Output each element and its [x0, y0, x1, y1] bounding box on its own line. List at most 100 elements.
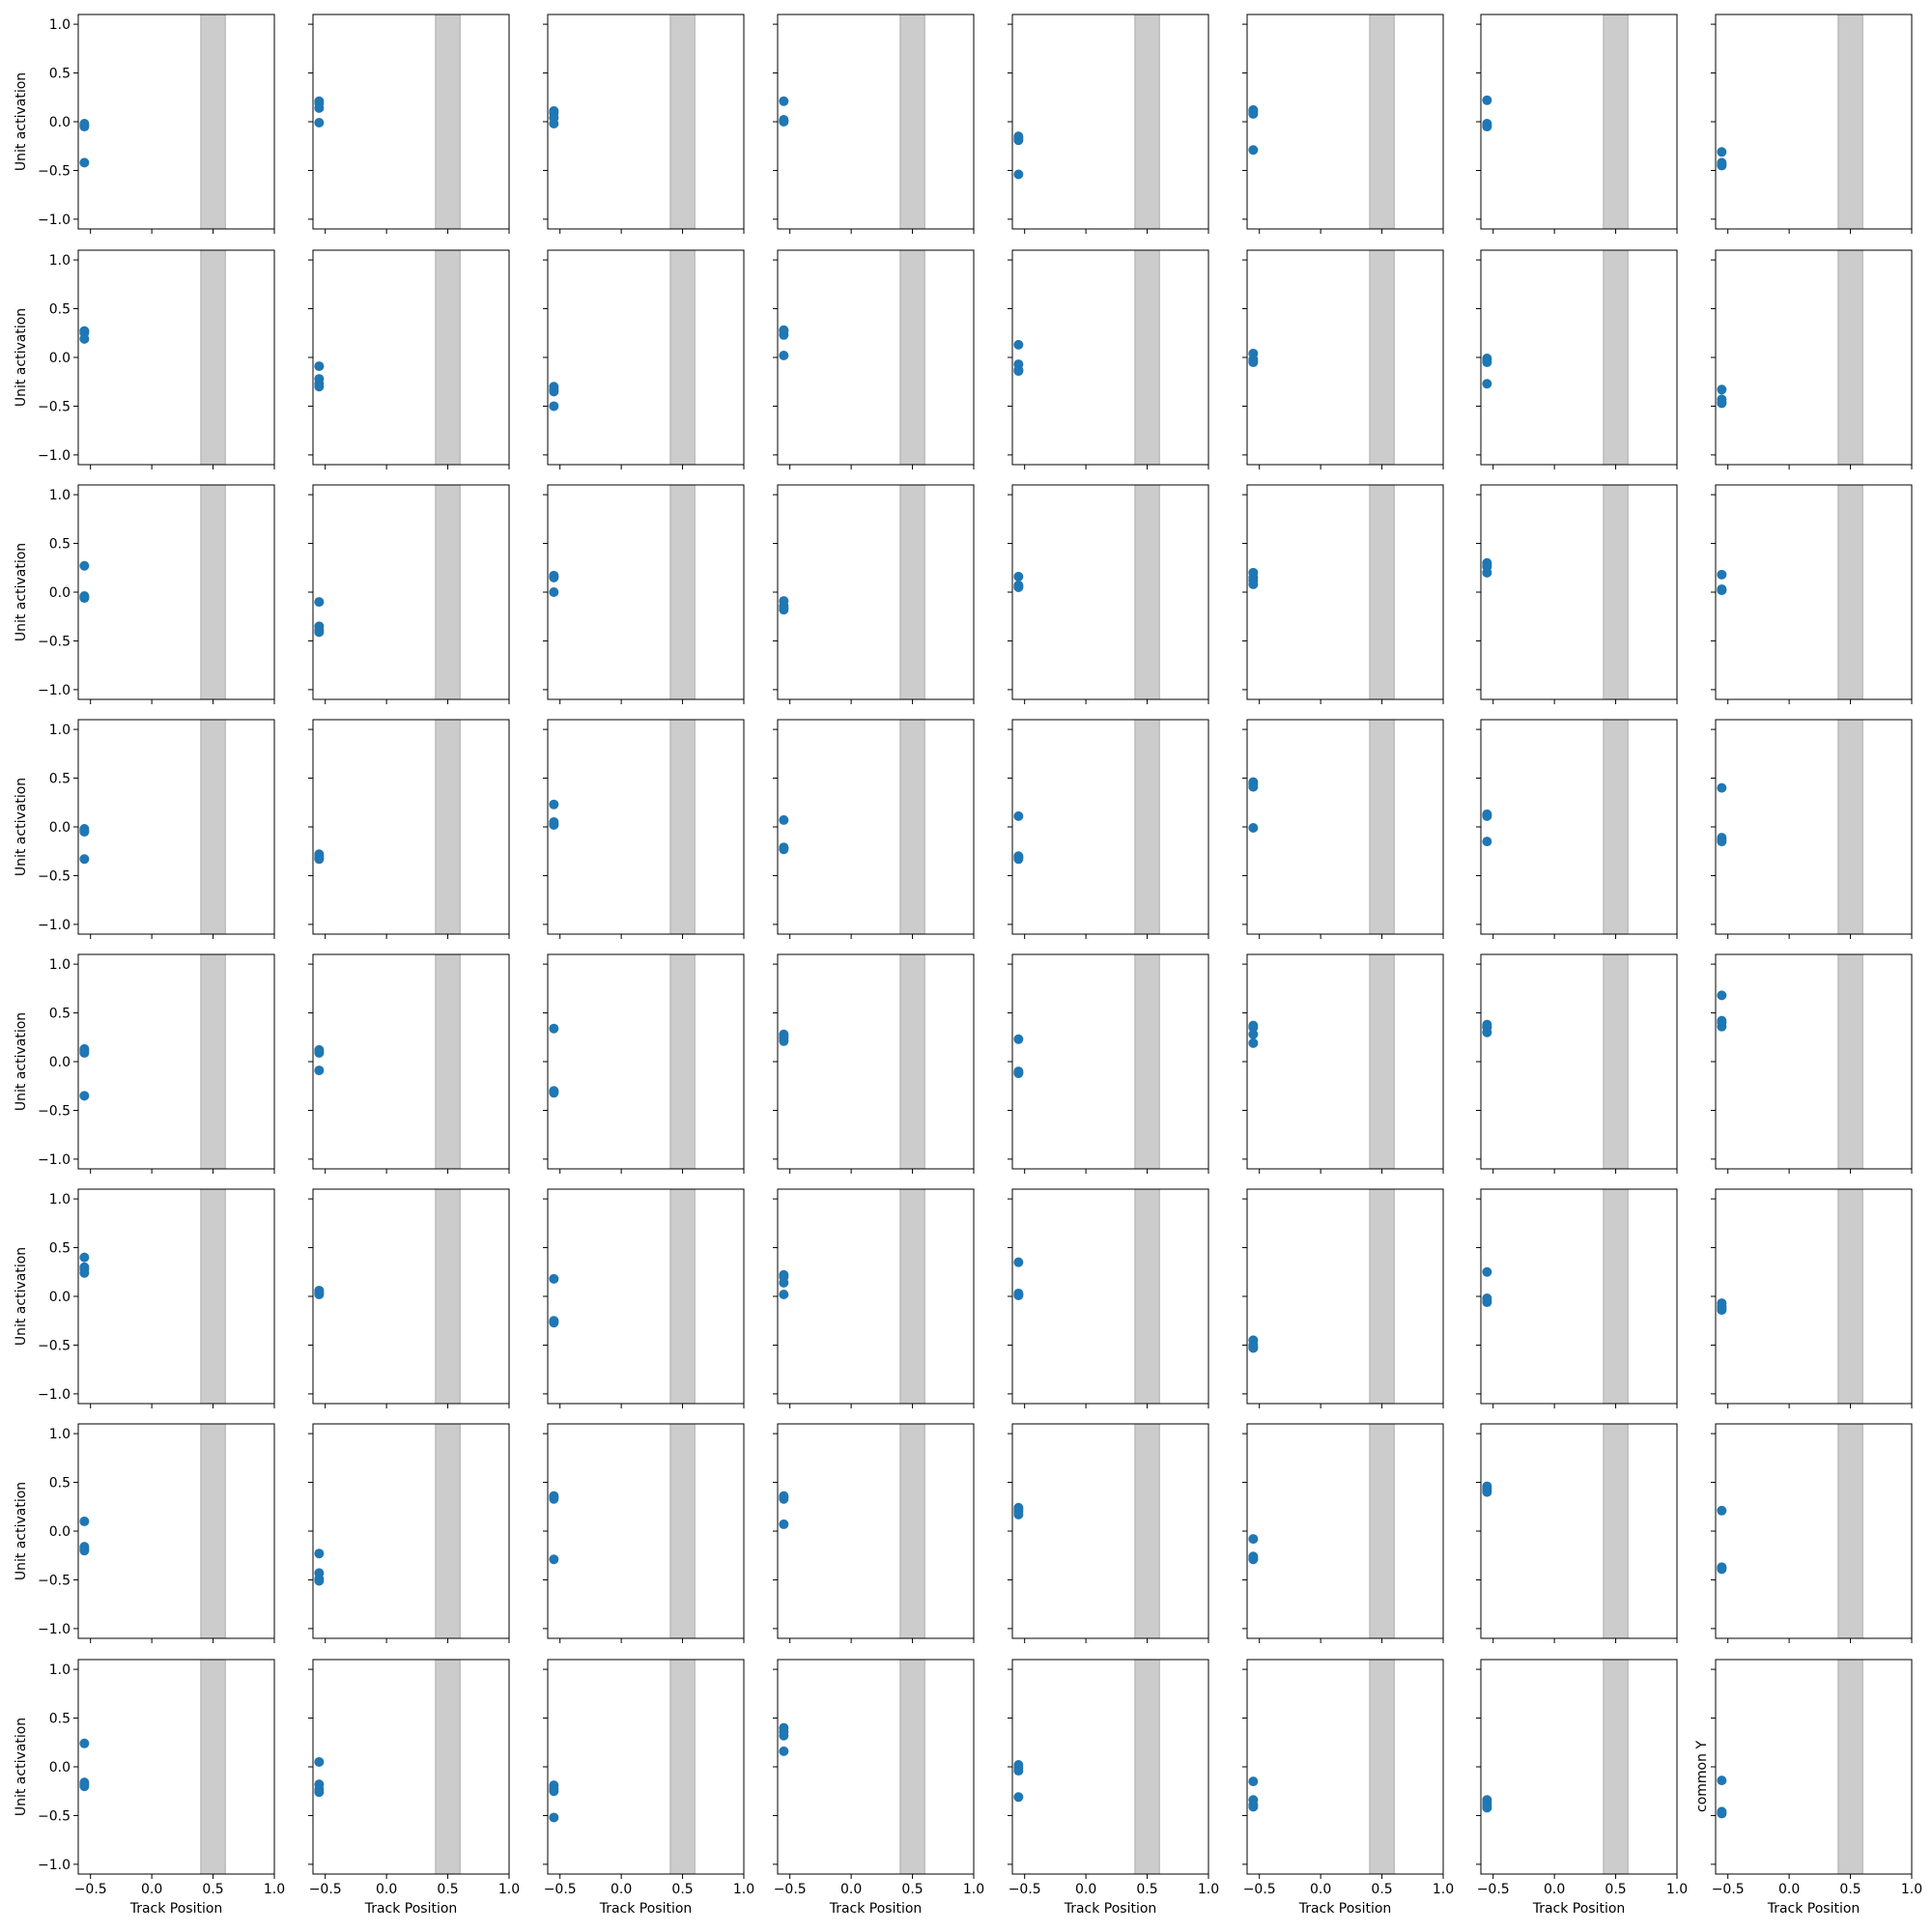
axes-frame — [1011, 953, 1209, 1170]
y-tick-label: 0.5 — [49, 772, 71, 787]
axes-frame — [1480, 1659, 1678, 1875]
data-point — [1717, 1564, 1727, 1575]
data-point — [79, 560, 90, 571]
axes-frame — [1011, 1659, 1209, 1875]
data-point — [779, 605, 789, 615]
subplot-r7-c3 — [543, 1423, 745, 1643]
x-tick-label: 0.0 — [611, 1882, 632, 1897]
data-point — [1013, 1792, 1024, 1803]
y-tick-label: 1.0 — [49, 253, 71, 269]
axes-frame — [1715, 249, 1913, 466]
y-tick-label: −1.0 — [38, 1152, 71, 1168]
shaded-region — [1369, 484, 1395, 700]
data-point — [79, 1781, 90, 1792]
data-point — [779, 1730, 789, 1741]
subplot-r6-c4 — [773, 1188, 975, 1408]
data-point — [1248, 1037, 1259, 1048]
data-point — [1013, 582, 1024, 592]
subplot-r4-c8 — [1711, 719, 1913, 939]
x-tick-label: −0.5 — [1243, 1882, 1276, 1897]
shaded-region — [669, 14, 696, 230]
y-axis-label: Unit activation — [14, 778, 29, 876]
subplot-r3-c3 — [543, 484, 745, 704]
x-tick-label: 0.0 — [1310, 1882, 1331, 1897]
shaded-region — [1837, 1659, 1863, 1875]
shaded-region — [200, 719, 226, 935]
axes-frame — [777, 719, 975, 935]
subplot-r7-c5 — [1008, 1423, 1209, 1643]
x-tick-label: 1.0 — [733, 1882, 754, 1897]
data-point — [1717, 160, 1727, 171]
data-point — [314, 361, 325, 372]
axes-frame — [1480, 14, 1678, 230]
data-point — [779, 814, 789, 825]
shaded-region — [1837, 1188, 1863, 1405]
axes-frame — [1246, 719, 1444, 935]
axes-frame — [1715, 484, 1913, 700]
data-point — [1248, 1554, 1259, 1565]
shaded-region — [1134, 1188, 1160, 1405]
y-tick-label: 0.5 — [49, 1007, 71, 1022]
x-axis-label: Track Position — [1064, 1901, 1157, 1917]
subplot-r4-c7 — [1476, 719, 1678, 939]
x-tick-label: 0.5 — [1605, 1882, 1626, 1897]
x-axis-label: Track Position — [1298, 1901, 1392, 1917]
axes-frame — [77, 1188, 275, 1405]
shaded-region — [1369, 1188, 1395, 1405]
data-point — [1013, 1068, 1024, 1079]
shaded-region — [899, 953, 925, 1170]
data-point — [1248, 823, 1259, 834]
subplot-r5-c5 — [1008, 953, 1209, 1174]
shaded-region — [899, 1659, 925, 1875]
shaded-region — [435, 719, 461, 935]
shaded-region — [899, 14, 925, 230]
subplot-r5-c7 — [1476, 953, 1678, 1174]
data-point — [1717, 1021, 1727, 1032]
y-tick-label: −0.5 — [38, 634, 71, 649]
shaded-region — [1603, 1659, 1629, 1875]
data-point — [1013, 169, 1024, 180]
shaded-region — [1369, 249, 1395, 466]
shaded-region — [1837, 484, 1863, 700]
x-tick-label: 1.0 — [1198, 1882, 1219, 1897]
x-tick-label: 1.0 — [1433, 1882, 1454, 1897]
axes-frame — [312, 249, 510, 466]
axes-frame — [1246, 484, 1444, 700]
shaded-region — [1603, 719, 1629, 935]
y-axis-label: Unit activation — [14, 308, 29, 407]
y-tick-label: −0.5 — [38, 163, 71, 179]
data-point — [79, 1252, 90, 1263]
data-point — [1717, 584, 1727, 595]
data-point — [314, 1289, 325, 1299]
data-point — [79, 1267, 90, 1278]
data-point — [314, 102, 325, 113]
axes-frame — [547, 14, 745, 230]
shaded-region — [1369, 719, 1395, 935]
shaded-region — [1603, 14, 1629, 230]
data-point — [549, 1318, 559, 1328]
subplot-r4-c4 — [773, 719, 975, 939]
shaded-region — [435, 1188, 461, 1405]
shaded-region — [1369, 14, 1395, 230]
data-point — [1013, 339, 1024, 350]
x-tick-label: −0.5 — [544, 1882, 577, 1897]
subplot-r3-c2 — [308, 484, 510, 704]
y-axis-label: Unit activation — [14, 1718, 29, 1816]
data-point — [1248, 1534, 1259, 1545]
x-axis-label: Track Position — [1767, 1901, 1861, 1917]
data-point — [1717, 837, 1727, 847]
subplot-r4-c5 — [1008, 719, 1209, 939]
shaded-region — [200, 1188, 226, 1405]
x-tick-label: 1.0 — [963, 1882, 984, 1897]
y-tick-label: 0.5 — [49, 67, 71, 82]
data-point — [79, 326, 90, 336]
axes-frame — [1246, 249, 1444, 466]
subplot-r7-c1: 1.0 0.5 0.0 −0.5 −1.0 Unit activation — [14, 1423, 275, 1643]
y-tick-label: 0.0 — [49, 1760, 71, 1776]
subplot-r5-c1: 1.0 0.5 0.0 −0.5 −1.0 Unit activation — [14, 953, 275, 1174]
x-tick-label: 1.0 — [1666, 1882, 1688, 1897]
data-point — [1013, 1034, 1024, 1044]
axes-frame — [777, 484, 975, 700]
shaded-region — [435, 1423, 461, 1639]
